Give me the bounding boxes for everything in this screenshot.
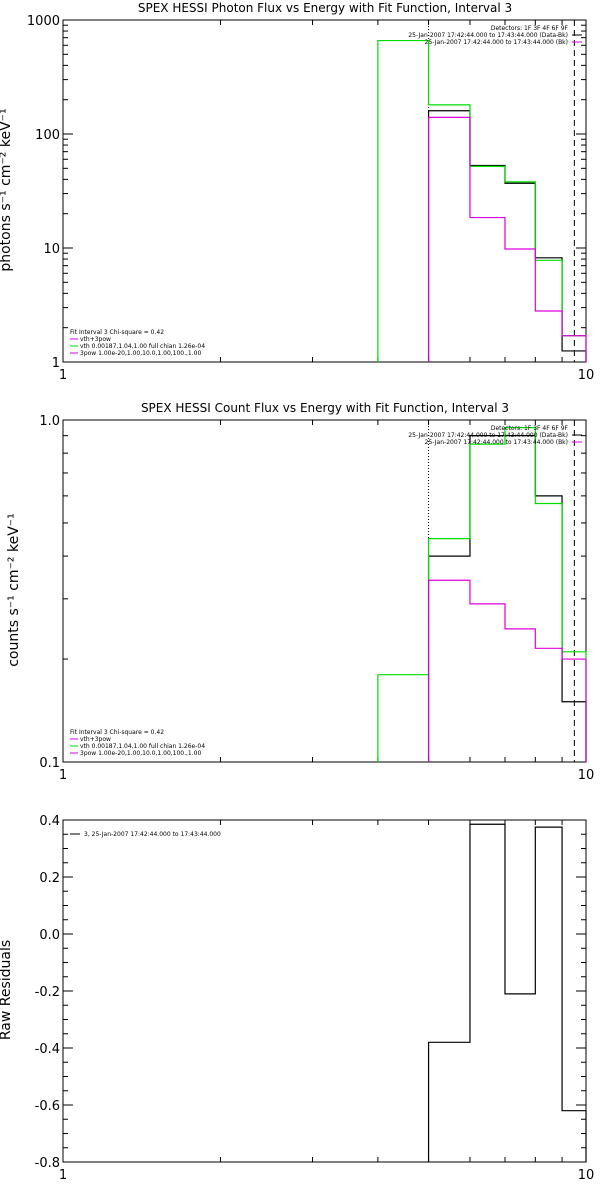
legend-bottom-entry: 3pow 1.00e-20,1.00,10.0,1.00,100.,1.00 — [80, 350, 201, 357]
legend-bottom-entry: vth 0.00187,1.04,1.00 full chian 1.26e-0… — [80, 743, 205, 750]
y-tick-label: -0.4 — [35, 1042, 60, 1057]
series-step-line-0 — [427, 823, 587, 1162]
legend-top-entry: 25-Jan-2007 17:42:44.000 to 17:43:44.000… — [425, 439, 568, 446]
legend-bottom-entry: vth+3pow — [80, 336, 111, 343]
legend-bottom-entry: Fit Interval 3 Chi-square = 0.42 — [70, 329, 164, 336]
plot-frame — [62, 819, 587, 1163]
residuals-panel: Raw Residuals 1 10 -0.8 -0.6 -0.4 -0.2 0.0 0.2 0… — [0, 814, 594, 1183]
series-step-line-1 — [377, 39, 587, 362]
photon-flux-y-label: photons s⁻¹ cm⁻² keV⁻¹ — [0, 108, 14, 271]
y-tick-label: 0.0 — [39, 928, 60, 943]
plot-frame — [62, 419, 587, 763]
legend-top-entry: Detectors: 1F 3F 4F 6F 9F — [491, 25, 569, 32]
y-tick-label: 100 — [35, 128, 60, 143]
y-tick-label: 0.1 — [39, 756, 60, 771]
y-tick-label: 10 — [43, 242, 60, 257]
legend-bottom-entry: vth 0.00187,1.04,1.00 full chian 1.26e-0… — [80, 343, 205, 350]
count-flux-panel: SPEX HESSI Count Flux vs Energy with Fit… — [6, 401, 594, 783]
residuals-y-label: Raw Residuals — [0, 940, 14, 1040]
count-flux-y-label: counts s⁻¹ cm⁻² keV⁻¹ — [6, 513, 22, 667]
series-step-line-0 — [427, 110, 587, 362]
legend-top-entry: 25-Jan-2007 17:42:44.000 to 17:43:44.000… — [408, 32, 568, 39]
y-tick-label: -0.8 — [35, 1156, 60, 1171]
legend-bottom-entry: Fit Interval 3 Chi-square = 0.42 — [70, 729, 164, 736]
legend-bottom-entry: 3pow 1.00e-20,1.00,10.0,1.00,100.,1.00 — [80, 750, 201, 757]
x-tick-label: 10 — [578, 768, 595, 783]
y-tick-label: -0.6 — [35, 1099, 60, 1114]
series-step-line-2 — [427, 116, 587, 362]
y-tick-label: 1000 — [27, 14, 60, 29]
x-tick-label: 1 — [59, 1168, 67, 1183]
legend-top-entry: 3, 25-Jan-2007 17:42:44.000 to 17:43:44.… — [84, 831, 221, 838]
x-tick-label: 10 — [578, 1168, 595, 1183]
x-tick-label: 1 — [59, 768, 67, 783]
series-step-line-1 — [377, 427, 587, 762]
photon-flux-panel: SPEX HESSI Photon Flux vs Energy with Fi… — [0, 1, 594, 383]
legend-top-entry: 25-Jan-2007 17:42:44.000 to 17:43:44.000… — [425, 39, 568, 46]
series-step-line-2 — [427, 579, 587, 762]
y-tick-label: -0.2 — [35, 985, 60, 1000]
y-tick-label: 0.4 — [39, 814, 60, 829]
legend-top-entry: Detectors: 1F 3F 4F 6F 9F — [491, 425, 569, 432]
y-tick-label: 1.0 — [39, 414, 60, 429]
plot-frame — [62, 19, 587, 363]
count-flux-title: SPEX HESSI Count Flux vs Energy with Fit… — [141, 401, 509, 415]
legend-bottom-entry: vth+3pow — [80, 736, 111, 743]
x-tick-label: 1 — [59, 368, 67, 383]
y-tick-label: 1 — [52, 356, 60, 371]
photon-flux-title: SPEX HESSI Photon Flux vs Energy with Fi… — [138, 1, 512, 15]
x-tick-label: 10 — [578, 368, 595, 383]
y-tick-label: 0.2 — [39, 871, 60, 886]
legend-top-entry: 25-Jan-2007 17:42:44.000 to 17:43:44.000… — [408, 432, 568, 439]
